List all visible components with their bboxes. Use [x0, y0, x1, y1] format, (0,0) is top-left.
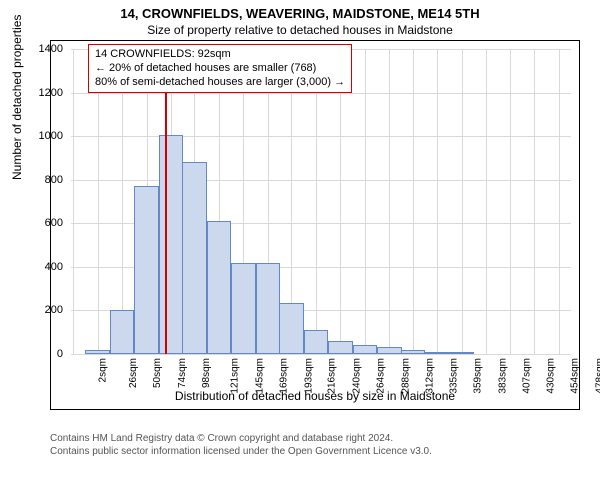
- gridline-v: [389, 49, 390, 354]
- gridline-v: [486, 49, 487, 354]
- histogram-bar: [450, 352, 474, 354]
- x-tick-label: 50sqm: [152, 358, 163, 388]
- gridline-v: [98, 49, 99, 354]
- histogram-bar: [353, 345, 377, 354]
- footer-line-1: Contains HM Land Registry data © Crown c…: [50, 432, 580, 445]
- gridline-v: [73, 49, 74, 354]
- y-tick-label: 0: [57, 348, 63, 360]
- gridline-v: [437, 49, 438, 354]
- attribution-footer: Contains HM Land Registry data © Crown c…: [50, 432, 580, 458]
- gridline-v: [340, 49, 341, 354]
- gridline-v: [559, 49, 560, 354]
- histogram-bar: [110, 310, 134, 354]
- histogram-bar: [377, 347, 401, 354]
- callout-line-3: 80% of semi-detached houses are larger (…: [95, 76, 345, 90]
- x-tick-label: 2sqm: [97, 358, 108, 382]
- gridline-v: [365, 49, 366, 354]
- y-axis-label: Number of detached properties: [10, 15, 24, 180]
- callout-line-1: 14 CROWNFIELDS: 92sqm: [95, 48, 345, 62]
- chart-frame: 02004006008001000120014002sqm26sqm50sqm7…: [50, 40, 580, 410]
- histogram-bar: [134, 186, 158, 354]
- x-tick-label: 74sqm: [177, 358, 188, 388]
- histogram-bar: [85, 350, 109, 354]
- footer-line-2: Contains public sector information licen…: [50, 445, 580, 458]
- gridline-v: [462, 49, 463, 354]
- histogram-bar: [401, 350, 425, 354]
- gridline-v: [510, 49, 511, 354]
- gridline-v: [122, 49, 123, 354]
- gridline-v: [316, 49, 317, 354]
- histogram-bar: [256, 263, 280, 355]
- histogram-bar: [159, 135, 183, 354]
- x-tick-label: 478sqm: [594, 358, 600, 394]
- plot-region: 02004006008001000120014002sqm26sqm50sqm7…: [71, 49, 571, 354]
- histogram-bar: [425, 352, 449, 354]
- histogram-bar: [328, 341, 352, 354]
- x-tick-label: 26sqm: [128, 358, 139, 388]
- gridline-v: [534, 49, 535, 354]
- y-tick-label: 800: [45, 174, 63, 186]
- gridline-v: [413, 49, 414, 354]
- callout-line-2: ← 20% of detached houses are smaller (76…: [95, 62, 345, 76]
- chart-title: 14, CROWNFIELDS, WEAVERING, MAIDSTONE, M…: [0, 0, 600, 21]
- callout-box: 14 CROWNFIELDS: 92sqm ← 20% of detached …: [88, 44, 352, 93]
- x-axis-label: Distribution of detached houses by size …: [51, 389, 579, 403]
- histogram-bar: [279, 303, 303, 354]
- chart-subtitle: Size of property relative to detached ho…: [0, 21, 600, 37]
- x-tick-label: 98sqm: [201, 358, 212, 388]
- histogram-bar: [207, 221, 231, 354]
- histogram-bar: [182, 162, 206, 354]
- y-tick-label: 1200: [39, 87, 63, 99]
- histogram-bar: [231, 263, 255, 355]
- gridline-h: [71, 354, 571, 355]
- histogram-bar: [304, 330, 328, 354]
- y-tick-label: 200: [45, 304, 63, 316]
- y-tick-label: 400: [45, 261, 63, 273]
- y-tick-label: 1000: [39, 130, 63, 142]
- y-tick-label: 1400: [39, 43, 63, 55]
- y-tick-label: 600: [45, 217, 63, 229]
- marker-line: [165, 49, 167, 354]
